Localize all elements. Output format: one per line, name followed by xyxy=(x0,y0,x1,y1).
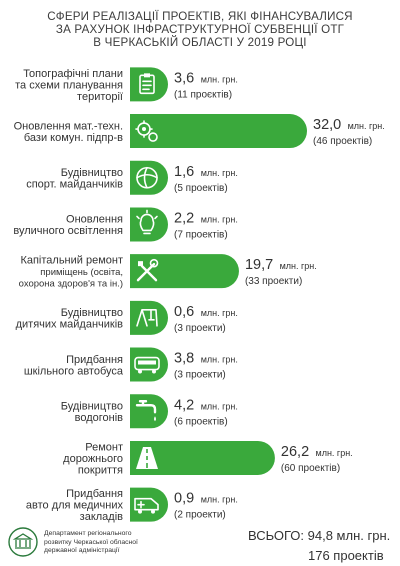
value-label: 3,6 xyxy=(174,70,194,86)
unit-label: млн. грн. xyxy=(201,308,238,318)
bar xyxy=(130,394,168,429)
category-label: спорт. майданчиків xyxy=(26,179,123,191)
category-label: Оновлення мат.-техн. xyxy=(14,120,123,132)
value-label: 19,7 xyxy=(245,257,273,273)
value-label: 0,6 xyxy=(174,304,194,320)
bar xyxy=(130,300,168,335)
category-label: Будівництво xyxy=(61,401,123,413)
playground-icon xyxy=(136,309,158,327)
unit-label: млн. грн. xyxy=(316,448,353,458)
category-label: авто для медичних xyxy=(26,500,124,512)
gears-icon xyxy=(135,120,158,142)
unit-label: млн. грн. xyxy=(201,401,238,411)
total-projects: 176 проектів xyxy=(308,548,384,563)
projects-label: (11 проєктів) xyxy=(174,89,232,100)
bar xyxy=(130,440,275,475)
unit-label: млн. грн. xyxy=(201,214,238,224)
chart-title-line: В ЧЕРКАСЬКІЙ ОБЛАСТІ У 2019 РОЦІ xyxy=(93,36,307,49)
category-label: Будівництво xyxy=(61,307,123,319)
category-label: території xyxy=(77,91,123,103)
value-label: 2,2 xyxy=(174,210,194,226)
value-label: 26,2 xyxy=(281,444,309,460)
ambulance-icon xyxy=(134,497,159,514)
projects-label: (46 проектів) xyxy=(313,136,372,147)
projects-label: (6 проектів) xyxy=(174,416,228,427)
category-label: шкільного автобуса xyxy=(24,365,124,377)
category-label: Топографічні плани xyxy=(23,68,123,80)
category-label: Придбання xyxy=(66,488,123,500)
projects-label: (3 проекти) xyxy=(174,370,226,381)
road-icon xyxy=(136,446,158,469)
chart-title-line: ЗА РАХУНОК ІНФРАСТРУКТУРНОЇ СУБВЕНЦІЇ ОТ… xyxy=(55,23,345,36)
unit-label: млн. грн. xyxy=(280,261,317,271)
footer-line: державної адміністрації xyxy=(44,547,120,554)
footer-line: Департамент регіонального xyxy=(44,530,132,537)
category-label: закладів xyxy=(80,511,123,523)
category-label: Будівництво xyxy=(61,167,123,179)
category-label: бази комун. підпр-в xyxy=(24,132,123,144)
bar xyxy=(130,160,168,195)
unit-label: млн. грн. xyxy=(201,168,238,178)
value-label: 3,8 xyxy=(174,351,194,367)
value-label: 0,9 xyxy=(174,491,194,507)
category-label: Капітальний ремонт xyxy=(20,255,123,267)
bar xyxy=(130,207,168,242)
lightbulb-icon xyxy=(136,209,158,235)
value-label: 1,6 xyxy=(174,164,194,180)
unit-label: млн. грн. xyxy=(201,74,238,84)
emblem-icon xyxy=(8,527,38,557)
value-label: 4,2 xyxy=(174,397,194,413)
footer-department: Департамент регіонального розвитку Черка… xyxy=(44,530,138,556)
category-label: та схеми планування xyxy=(15,79,123,91)
projects-label: (33 проекти) xyxy=(245,276,302,287)
value-label: 32,0 xyxy=(313,117,341,133)
faucet-icon xyxy=(135,400,157,422)
projects-label: (60 проектів) xyxy=(281,463,340,474)
projects-label: (5 проектів) xyxy=(174,183,228,194)
ball-icon xyxy=(136,166,158,189)
bar xyxy=(130,67,168,102)
projects-label: (2 проекти) xyxy=(174,510,226,521)
projects-label: (3 проекти) xyxy=(174,323,226,334)
chart-title-line: СФЕРИ РЕАЛІЗАЦІЇ ПРОЕКТІВ, ЯКІ ФІНАНСУВА… xyxy=(47,10,353,23)
bar-row: Оновлення мат.-техн.бази комун. підпр-в 3… xyxy=(14,114,385,149)
bus-icon xyxy=(134,356,160,374)
bar xyxy=(130,114,308,149)
tools-icon xyxy=(136,258,159,282)
category-label: приміщень (освіта, xyxy=(40,267,123,278)
projects-label: (7 проектів) xyxy=(174,229,228,240)
total-sum: ВСЬОГО: 94,8 млн. грн. xyxy=(248,528,391,543)
unit-label: млн. грн. xyxy=(348,121,385,131)
category-label: Придбання xyxy=(66,354,123,366)
category-label: дорожнього xyxy=(63,453,123,465)
category-label: охорона здоров'я та ін.) xyxy=(19,279,123,290)
category-label: дитячих майданчиків xyxy=(16,319,124,331)
category-label: покриття xyxy=(78,464,123,476)
unit-label: млн. грн. xyxy=(201,355,238,365)
category-label: Оновлення xyxy=(66,214,123,226)
footer-line: розвитку Черкаської обласної xyxy=(44,538,138,546)
unit-label: млн. грн. xyxy=(201,495,238,505)
category-label: Ремонт xyxy=(85,441,123,453)
category-label: водогонів xyxy=(75,412,124,424)
category-label: вуличного освітлення xyxy=(13,225,123,237)
chart-title: СФЕРИ РЕАЛІЗАЦІЇ ПРОЕКТІВ, ЯКІ ФІНАНСУВА… xyxy=(0,10,400,49)
clipboard-icon xyxy=(139,73,155,95)
